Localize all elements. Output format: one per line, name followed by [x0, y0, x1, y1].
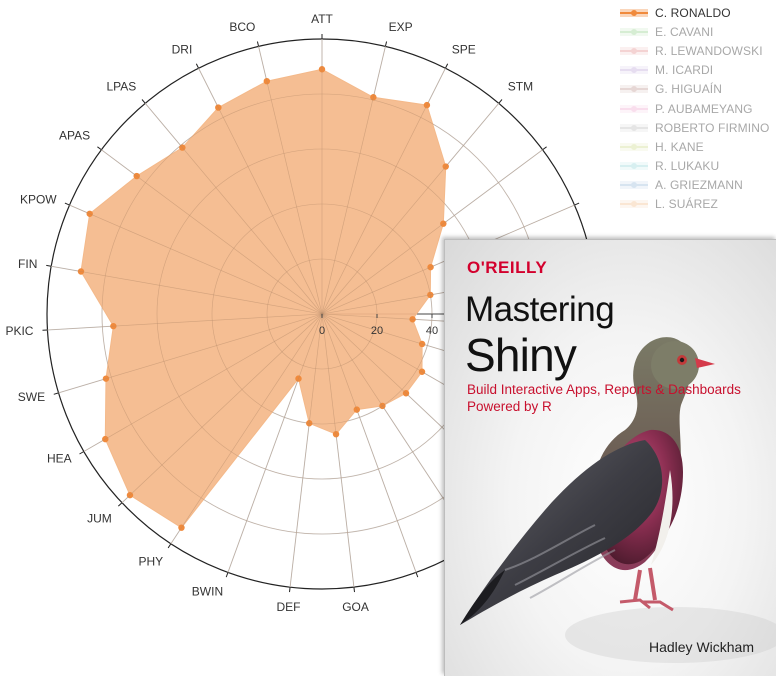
legend-item-g-higua-n[interactable]: G. HIGUAÍN	[620, 80, 769, 99]
legend-item-roberto-firmino[interactable]: ROBERTO FIRMINO	[620, 118, 769, 137]
axis-label-hea: HEA	[47, 452, 72, 466]
legend-swatch	[620, 83, 648, 95]
axis-label-lpas: LPAS	[106, 80, 136, 94]
axis-label-def: DEF	[276, 600, 300, 614]
axis-tick-phy	[168, 544, 171, 548]
legend-item-a-griezmann[interactable]: A. GRIEZMANN	[620, 176, 769, 195]
axis-tick-apas	[97, 147, 101, 150]
legend-item-r-lukaku[interactable]: R. LUKAKU	[620, 157, 769, 176]
legend-swatch	[620, 160, 648, 172]
legend-swatch	[620, 26, 648, 38]
legend-swatch	[620, 141, 648, 153]
axis-label-att: ATT	[311, 12, 333, 26]
chart-legend: C. RONALDO E. CAVANI R. LEWANDOWSKI M. ICAR…	[620, 3, 769, 214]
legend-label: P. AUBAMEYANG	[655, 102, 753, 116]
axis-tick-swe	[54, 393, 59, 394]
axis-label-bco: BCO	[229, 20, 255, 34]
legend-label: ROBERTO FIRMINO	[655, 121, 769, 135]
publisher-logo: O'REILLY	[467, 258, 547, 278]
book-subtitle: Build Interactive Apps, Reports & Dashbo…	[467, 381, 767, 415]
legend-label: R. LEWANDOWSKI	[655, 44, 763, 58]
axis-tick-hea	[80, 452, 84, 455]
legend-item-l-su-rez[interactable]: L. SUÁREZ	[620, 195, 769, 214]
axis-label-exp: EXP	[389, 20, 413, 34]
axis-tick-lpas	[142, 100, 145, 104]
book-cover: O'REILLY Mastering Shiny Build Interacti…	[444, 239, 776, 676]
axis-tick-def	[289, 587, 290, 592]
legend-swatch	[620, 7, 648, 19]
legend-swatch	[620, 198, 648, 210]
axis-tick-spe	[445, 64, 447, 68]
axis-tick-exp	[385, 42, 386, 47]
book-title-line1: Mastering	[465, 290, 614, 330]
axis-label-phy: PHY	[139, 554, 164, 568]
legend-label: L. SUÁREZ	[655, 197, 718, 211]
axis-tick-fk	[416, 572, 418, 577]
legend-item-m-icardi[interactable]: M. ICARDI	[620, 61, 769, 80]
radial-tick-label-40: 40	[426, 325, 438, 337]
legend-item-r-lewandowski[interactable]: R. LEWANDOWSKI	[620, 41, 769, 60]
legend-item-h-kane[interactable]: H. KANE	[620, 137, 769, 156]
series-area-c-ronaldo[interactable]	[81, 69, 446, 527]
legend-item-p-aubameyang[interactable]: P. AUBAMEYANG	[620, 99, 769, 118]
legend-label: H. KANE	[655, 140, 704, 154]
axis-label-goa: GOA	[342, 600, 369, 614]
axis-tick-bwin	[226, 572, 228, 577]
axis-tick-agi	[575, 203, 580, 205]
legend-label: C. RONALDO	[655, 6, 731, 20]
book-subtitle-line2: Powered by R	[467, 398, 767, 415]
axis-tick-bco	[257, 42, 258, 47]
axis-tick-goa	[354, 587, 355, 592]
axis-label-spe: SPE	[452, 43, 476, 57]
axis-label-fin: FIN	[18, 257, 37, 271]
legend-swatch	[620, 64, 648, 76]
axis-tick-stm	[499, 100, 502, 104]
axis-label-dri: DRI	[172, 43, 193, 57]
legend-label: G. HIGUAÍN	[655, 82, 722, 96]
axis-label-pkic: PKIC	[5, 324, 33, 338]
axis-label-stm: STM	[508, 80, 533, 94]
axis-label-apas: APAS	[59, 128, 90, 142]
axis-tick-dri	[196, 64, 198, 68]
book-subtitle-line1: Build Interactive Apps, Reports & Dashbo…	[467, 381, 767, 398]
legend-swatch	[620, 103, 648, 115]
legend-swatch	[620, 45, 648, 57]
legend-label: M. ICARDI	[655, 63, 713, 77]
legend-label: R. LUKAKU	[655, 159, 719, 173]
radial-tick-label-20: 20	[371, 325, 383, 337]
book-title-line2: Shiny	[465, 328, 576, 382]
radial-tick-label-0: 0	[319, 325, 325, 337]
legend-item-e-cavani[interactable]: E. CAVANI	[620, 22, 769, 41]
legend-label: A. GRIEZMANN	[655, 178, 743, 192]
axis-label-jum: JUM	[87, 511, 112, 525]
axis-label-kpow: KPOW	[20, 193, 57, 207]
axis-label-swe: SWE	[18, 390, 45, 404]
legend-item-c-ronaldo[interactable]: C. RONALDO	[620, 3, 769, 22]
book-author: Hadley Wickham	[649, 639, 754, 655]
legend-swatch	[620, 122, 648, 134]
legend-label: E. CAVANI	[655, 25, 713, 39]
axis-tick-kpow	[65, 203, 70, 205]
axis-label-bwin: BWIN	[192, 585, 223, 599]
axis-tick-fin	[46, 265, 51, 266]
legend-swatch	[620, 179, 648, 191]
axis-tick-acc	[543, 147, 547, 150]
axis-tick-jum	[118, 503, 122, 506]
